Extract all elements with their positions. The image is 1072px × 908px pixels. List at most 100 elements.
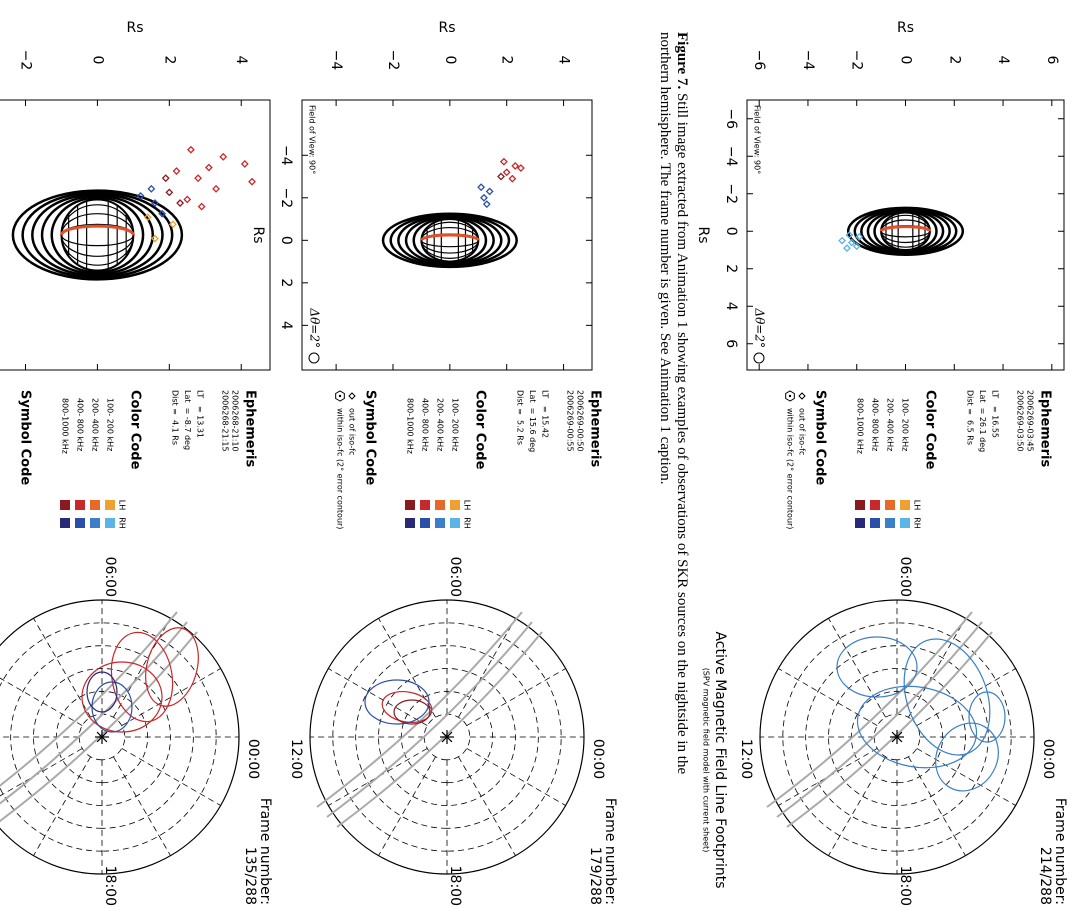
band-label: 400- 800 kHz bbox=[421, 398, 430, 451]
polar-panel: 00:00 12:00 06:00 18:00 Frame number:179/288 bbox=[288, 557, 618, 906]
source-point bbox=[845, 231, 854, 239]
source-contour bbox=[836, 636, 918, 698]
source-contour bbox=[935, 722, 999, 792]
band-swatch bbox=[450, 500, 460, 510]
polar-outline bbox=[309, 599, 585, 875]
ephemeris-time: 2006269-00:55 bbox=[566, 390, 575, 452]
ephemeris-line: Lat = 15.6 deg bbox=[528, 390, 537, 452]
x-tick-label: 2 bbox=[723, 264, 739, 273]
x-axis-label: Rs bbox=[250, 226, 266, 243]
local-time-line bbox=[113, 618, 171, 718]
resolution: Δθ=2° bbox=[753, 307, 767, 348]
oval-arc bbox=[336, 631, 543, 828]
polar-subtitle: (SPV magnetic field model with current s… bbox=[702, 668, 711, 853]
frame-label: Frame number: bbox=[257, 798, 273, 905]
y-tick-label: −6 bbox=[751, 50, 767, 71]
source-point bbox=[186, 145, 195, 154]
source-point bbox=[172, 167, 181, 175]
planet bbox=[420, 218, 480, 263]
oval-arc bbox=[786, 631, 993, 828]
local-time-line bbox=[328, 668, 428, 726]
y-tick-label: 0 bbox=[442, 56, 458, 65]
local-time-line bbox=[0, 668, 83, 726]
symbol-hexagon bbox=[785, 390, 795, 402]
hour-label: 06:00 bbox=[447, 557, 463, 597]
local-time-line bbox=[916, 748, 1016, 806]
ephemeris-time: 2006269-03:50 bbox=[1016, 390, 1025, 452]
ephemeris-time: 2006268-21:15 bbox=[221, 390, 230, 452]
planet-equator bbox=[419, 233, 480, 241]
ephemeris-line: Lat = 26.1 deg bbox=[978, 390, 987, 452]
ephemeris-line: Dist = 4.1 Rs bbox=[171, 390, 180, 445]
colatitude-ring bbox=[355, 645, 539, 829]
source-point bbox=[183, 195, 192, 204]
band-swatch bbox=[885, 500, 895, 510]
band-label: 400- 800 kHz bbox=[871, 398, 880, 451]
band-swatch bbox=[105, 500, 115, 510]
polar-outline bbox=[759, 599, 1035, 875]
y-tick-label: −4 bbox=[328, 50, 344, 71]
band-swatch bbox=[435, 518, 445, 528]
band-label: 800-1000 kHz bbox=[406, 398, 415, 454]
band-swatch bbox=[60, 500, 70, 510]
source-point bbox=[847, 238, 856, 247]
source-point bbox=[517, 164, 525, 172]
field-loop bbox=[412, 216, 488, 264]
field-of-view: Field of View: 90° bbox=[308, 105, 317, 174]
y-axis-label: Rs bbox=[126, 20, 143, 36]
local-time-line bbox=[121, 748, 221, 806]
x-tick-label: 0 bbox=[278, 236, 294, 245]
hour-label: 12:00 bbox=[288, 739, 304, 779]
source-point bbox=[176, 199, 185, 207]
colatitude-ring bbox=[10, 645, 194, 829]
planet-equator bbox=[59, 224, 135, 236]
y-tick-label: 2 bbox=[946, 56, 962, 65]
ephemeris-line: LT = 15.42 bbox=[541, 390, 550, 438]
x-axis-label: Rs bbox=[695, 226, 711, 243]
color-code-title: Color Code bbox=[128, 390, 143, 470]
field-loop bbox=[21, 191, 174, 279]
scatter-panel: −4 −2 0 2 4 −4 −2 0 2 4 Rs Rs Field of View: 90° Δθ=2… bbox=[250, 20, 593, 371]
oval-arc bbox=[326, 621, 533, 818]
source-contour bbox=[968, 691, 1006, 743]
band-swatch bbox=[885, 518, 895, 528]
pole-star bbox=[96, 731, 108, 743]
x-tick-label: 0 bbox=[723, 227, 739, 236]
x-tick-label: −2 bbox=[278, 187, 294, 208]
source-point bbox=[240, 160, 249, 168]
frame-number: 214/288 bbox=[1037, 847, 1053, 905]
ephemeris-line: Dist = 6.5 Rs bbox=[966, 390, 975, 445]
local-time-line bbox=[458, 756, 516, 856]
band-label: 800-1000 kHz bbox=[61, 398, 70, 454]
source-point bbox=[511, 161, 520, 170]
source-contour bbox=[86, 671, 118, 713]
y-tick-label: 4 bbox=[556, 56, 572, 65]
x-tick-label: 6 bbox=[723, 339, 739, 348]
oval-arc bbox=[0, 631, 198, 828]
field-loop bbox=[40, 194, 155, 276]
source-point bbox=[158, 209, 167, 218]
polar-outline bbox=[0, 599, 240, 875]
hour-label: 00:00 bbox=[245, 739, 261, 779]
polar-panel: 00:00 12:00 06:00 18:00 Frame number:214/288… bbox=[702, 557, 1069, 906]
local-time-line bbox=[121, 668, 221, 726]
band-label: 200- 400 kHz bbox=[91, 398, 100, 451]
planet bbox=[880, 211, 931, 251]
ephemeris-line: LT = 16.55 bbox=[991, 390, 1000, 438]
source-point bbox=[165, 188, 174, 197]
local-time-line bbox=[113, 756, 171, 856]
planet-meridian bbox=[880, 214, 931, 248]
plot-frame bbox=[0, 99, 271, 371]
color-code-title: Color Code bbox=[923, 390, 938, 470]
x-tick-label: 4 bbox=[278, 321, 294, 330]
local-time-line bbox=[778, 668, 878, 726]
symbol-code-title: Symbol Code bbox=[18, 390, 33, 485]
frame-number: 135/288 bbox=[242, 847, 258, 905]
x-tick-label: −6 bbox=[723, 108, 739, 129]
band-swatch bbox=[90, 500, 100, 510]
band-label: 200- 400 kHz bbox=[886, 398, 895, 451]
